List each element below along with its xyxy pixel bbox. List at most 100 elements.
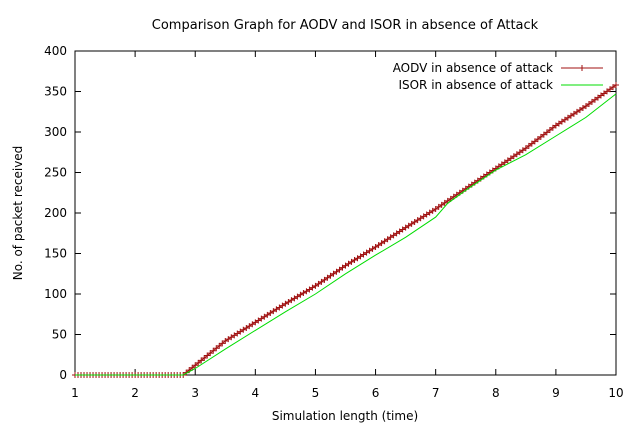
series-point-marker bbox=[399, 226, 406, 233]
series-point-marker bbox=[258, 315, 265, 322]
series-point-marker bbox=[609, 84, 616, 91]
series-point-marker bbox=[240, 326, 247, 333]
series-point-marker bbox=[432, 205, 439, 212]
series-point-marker bbox=[390, 232, 397, 239]
series-point-marker bbox=[513, 151, 520, 158]
series-point-marker bbox=[573, 108, 580, 115]
series-1 bbox=[72, 82, 619, 378]
chart-title: Comparison Graph for AODV and ISOR in ab… bbox=[152, 18, 539, 33]
series-point-marker bbox=[315, 280, 322, 287]
series-point-marker bbox=[552, 122, 559, 129]
series-point-marker bbox=[408, 220, 415, 227]
series-point-marker bbox=[564, 114, 571, 121]
y-tick-label: 400 bbox=[44, 44, 67, 58]
series-point-marker bbox=[306, 286, 313, 293]
series-point-marker bbox=[276, 304, 283, 311]
series-line bbox=[75, 84, 617, 376]
series-point-marker bbox=[342, 262, 349, 269]
series-point-marker bbox=[255, 317, 262, 324]
series-point-marker bbox=[351, 257, 358, 264]
series-point-marker bbox=[357, 253, 364, 260]
series-point-marker bbox=[264, 311, 271, 318]
series-point-marker bbox=[330, 270, 337, 277]
y-tick-label: 0 bbox=[59, 368, 67, 382]
series-point-marker bbox=[213, 345, 220, 352]
series-point-marker bbox=[393, 230, 400, 237]
series-point-marker bbox=[252, 319, 259, 326]
plot-area-frame bbox=[74, 50, 617, 376]
series-point-marker bbox=[369, 245, 376, 252]
x-tick-label: 2 bbox=[131, 386, 139, 400]
series-point-marker bbox=[219, 340, 226, 347]
series-point-marker bbox=[384, 236, 391, 243]
series-point-marker bbox=[414, 217, 421, 224]
x-tick-label: 8 bbox=[492, 386, 500, 400]
series-point-marker bbox=[210, 347, 217, 354]
x-tick-label: 9 bbox=[552, 386, 560, 400]
series-point-marker bbox=[501, 159, 508, 166]
series-point-marker bbox=[195, 359, 202, 366]
series-point-marker bbox=[198, 357, 205, 364]
series-point-marker bbox=[417, 215, 424, 222]
series-point-marker bbox=[309, 284, 316, 291]
series-point-marker bbox=[387, 234, 394, 241]
x-axis: 1 2 3 4 5 6 7 8 9 10 bbox=[71, 51, 624, 400]
series-point-marker bbox=[231, 332, 238, 339]
series-point-marker bbox=[528, 140, 535, 147]
series-point-marker bbox=[600, 90, 607, 97]
series-point-marker bbox=[216, 342, 223, 349]
x-axis-label: Simulation length (time) bbox=[272, 409, 418, 423]
series-point-marker bbox=[249, 321, 256, 328]
series-point-marker bbox=[597, 92, 604, 99]
series-point-marker bbox=[537, 133, 544, 140]
series-point-marker bbox=[201, 354, 208, 361]
y-tick-label: 250 bbox=[44, 166, 67, 180]
x-tick-label: 3 bbox=[191, 386, 199, 400]
y-tick-label: 350 bbox=[44, 85, 67, 99]
series-point-marker bbox=[507, 155, 514, 162]
series-point-marker bbox=[303, 288, 310, 295]
series-point-marker bbox=[525, 142, 532, 149]
series-point-marker bbox=[360, 251, 367, 258]
series-point-marker bbox=[435, 203, 442, 210]
series-point-marker bbox=[222, 337, 229, 344]
series-point-marker bbox=[402, 224, 409, 231]
y-tick-label: 150 bbox=[44, 247, 67, 261]
series-point-marker bbox=[228, 334, 235, 341]
series-point-marker bbox=[270, 308, 277, 315]
series-point-marker bbox=[522, 145, 529, 152]
series-point-marker bbox=[294, 293, 301, 300]
series-point-marker bbox=[321, 276, 328, 283]
legend-label: ISOR in absence of attack bbox=[398, 78, 553, 92]
series-point-marker bbox=[237, 328, 244, 335]
legend: AODV in absence of attack ISOR in absence… bbox=[393, 61, 603, 92]
series-point-marker bbox=[348, 258, 355, 265]
series-point-marker bbox=[606, 86, 613, 93]
series-point-marker bbox=[570, 110, 577, 117]
series-point-marker bbox=[591, 96, 598, 103]
series-point-marker bbox=[567, 112, 574, 119]
y-axis: 0 50 100 150 200 250 300 350 400 bbox=[44, 44, 616, 382]
series-point-marker bbox=[603, 88, 610, 95]
series-point-marker bbox=[438, 201, 445, 208]
series-point-marker bbox=[579, 105, 586, 112]
series-point-marker bbox=[234, 330, 241, 337]
series-2 bbox=[75, 93, 617, 376]
x-tick-label: 6 bbox=[372, 386, 380, 400]
series-point-marker bbox=[327, 272, 334, 279]
series-point-marker bbox=[318, 278, 325, 285]
series-point-marker bbox=[504, 157, 511, 164]
series-point-marker bbox=[363, 249, 370, 256]
legend-label: AODV in absence of attack bbox=[393, 61, 553, 75]
series-point-marker bbox=[375, 242, 382, 249]
series-line bbox=[75, 93, 617, 376]
series-point-marker bbox=[396, 228, 403, 235]
series-point-marker bbox=[594, 94, 601, 101]
y-tick-label: 300 bbox=[44, 125, 67, 139]
series-point-marker bbox=[297, 291, 304, 298]
series-point-marker bbox=[354, 255, 361, 262]
series-point-marker bbox=[273, 306, 280, 313]
series-point-marker bbox=[282, 300, 289, 307]
series-point-marker bbox=[285, 298, 292, 305]
